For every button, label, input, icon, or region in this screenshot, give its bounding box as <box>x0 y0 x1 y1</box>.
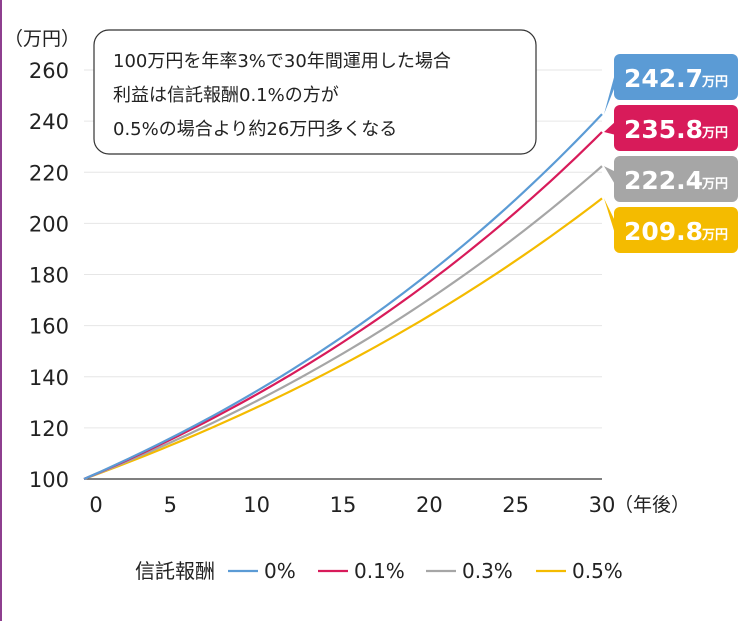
y-tick-label-220: 220 <box>29 161 69 185</box>
badge-pointer-0.1% <box>604 121 616 135</box>
badge-unit-0.1%: 万円 <box>701 126 728 141</box>
badge-value-0.5%: 209.8 <box>624 217 703 246</box>
badge-pointer-0.5% <box>604 198 616 237</box>
y-tick-label-180: 180 <box>29 264 69 288</box>
y-tick-label-200: 200 <box>29 212 69 236</box>
grid-lines <box>84 69 602 429</box>
x-tick-label-20: 20 <box>416 493 443 517</box>
x-tick-label-25: 25 <box>502 493 529 517</box>
series-line-0.3% <box>83 165 603 481</box>
y-axis-unit: （万円） <box>4 28 80 50</box>
y-tick-label-140: 140 <box>29 366 69 390</box>
x-tick-label-10: 10 <box>243 493 270 517</box>
series-line-0.1% <box>83 131 603 481</box>
badge-unit-0%: 万円 <box>701 75 728 90</box>
x-tick-label-30: 30 <box>589 493 616 517</box>
badge-0.5% <box>614 207 738 253</box>
legend-label-0.3%: 0.3% <box>462 559 513 583</box>
y-tick-label-260: 260 <box>29 59 69 83</box>
legend-label-0.1%: 0.1% <box>354 559 405 583</box>
x-axis-unit: （年後） <box>614 494 690 516</box>
callout-line-3: 0.5%の場合より約26万円多くなる <box>113 119 397 140</box>
badge-pointer-0.3% <box>604 166 616 186</box>
x-axis-ticks: 0 5 10 15 20 25 30 <box>89 493 615 517</box>
annotation-callout: 100万円を年率3%で30年間運用した場合 利益は信託報酬0.1%の方が 0.5… <box>93 29 537 155</box>
series-line-0% <box>83 113 603 481</box>
badge-value-0.3%: 222.4 <box>624 166 703 195</box>
x-tick-label-5: 5 <box>164 493 177 517</box>
badge-0.1% <box>614 105 738 151</box>
y-tick-label-120: 120 <box>29 417 69 441</box>
x-tick-label-15: 15 <box>330 493 357 517</box>
series-line-0.5% <box>83 197 603 481</box>
y-tick-label-240: 240 <box>29 110 69 134</box>
callout-line-1: 100万円を年率3%で30年間運用した場合 <box>113 51 451 72</box>
left-accent-rule <box>0 0 2 621</box>
legend-title: 信託報酬 <box>135 559 215 583</box>
series-lines <box>83 113 603 481</box>
badge-0.3% <box>614 156 738 202</box>
y-tick-label-100: 100 <box>29 468 69 492</box>
legend-label-0%: 0% <box>264 559 296 583</box>
badge-pointer-0% <box>604 70 616 115</box>
badge-value-0%: 242.7 <box>624 64 703 93</box>
badge-0% <box>614 54 738 100</box>
callout-box <box>93 29 537 155</box>
badge-unit-0.5%: 万円 <box>701 228 728 243</box>
callout-line-2: 利益は信託報酬0.1%の方が <box>113 85 339 106</box>
legend-label-0.5%: 0.5% <box>572 559 623 583</box>
y-tick-label-160: 160 <box>29 315 69 339</box>
badge-value-0.1%: 235.8 <box>624 115 703 144</box>
badge-unit-0.3%: 万円 <box>701 177 728 192</box>
y-axis-ticks: 100 120 140 160 180 200 220 240 260 <box>29 59 69 492</box>
x-tick-label-0: 0 <box>89 493 102 517</box>
legend: 信託報酬 0% 0.1% 0.3% 0.5% <box>135 559 623 583</box>
